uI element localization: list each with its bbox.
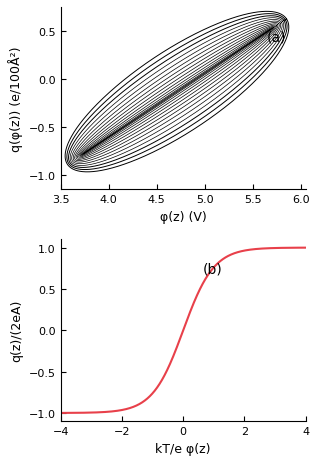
X-axis label: φ(z) (V): φ(z) (V) [160, 210, 207, 223]
Y-axis label: q(φ(z)) (e/100Å²): q(φ(z)) (e/100Å²) [8, 46, 23, 152]
Y-axis label: q(z)/(2eA): q(z)/(2eA) [10, 300, 23, 362]
X-axis label: kT/e φ(z): kT/e φ(z) [156, 442, 211, 455]
Text: (a): (a) [266, 30, 286, 44]
Text: (b): (b) [203, 262, 223, 275]
